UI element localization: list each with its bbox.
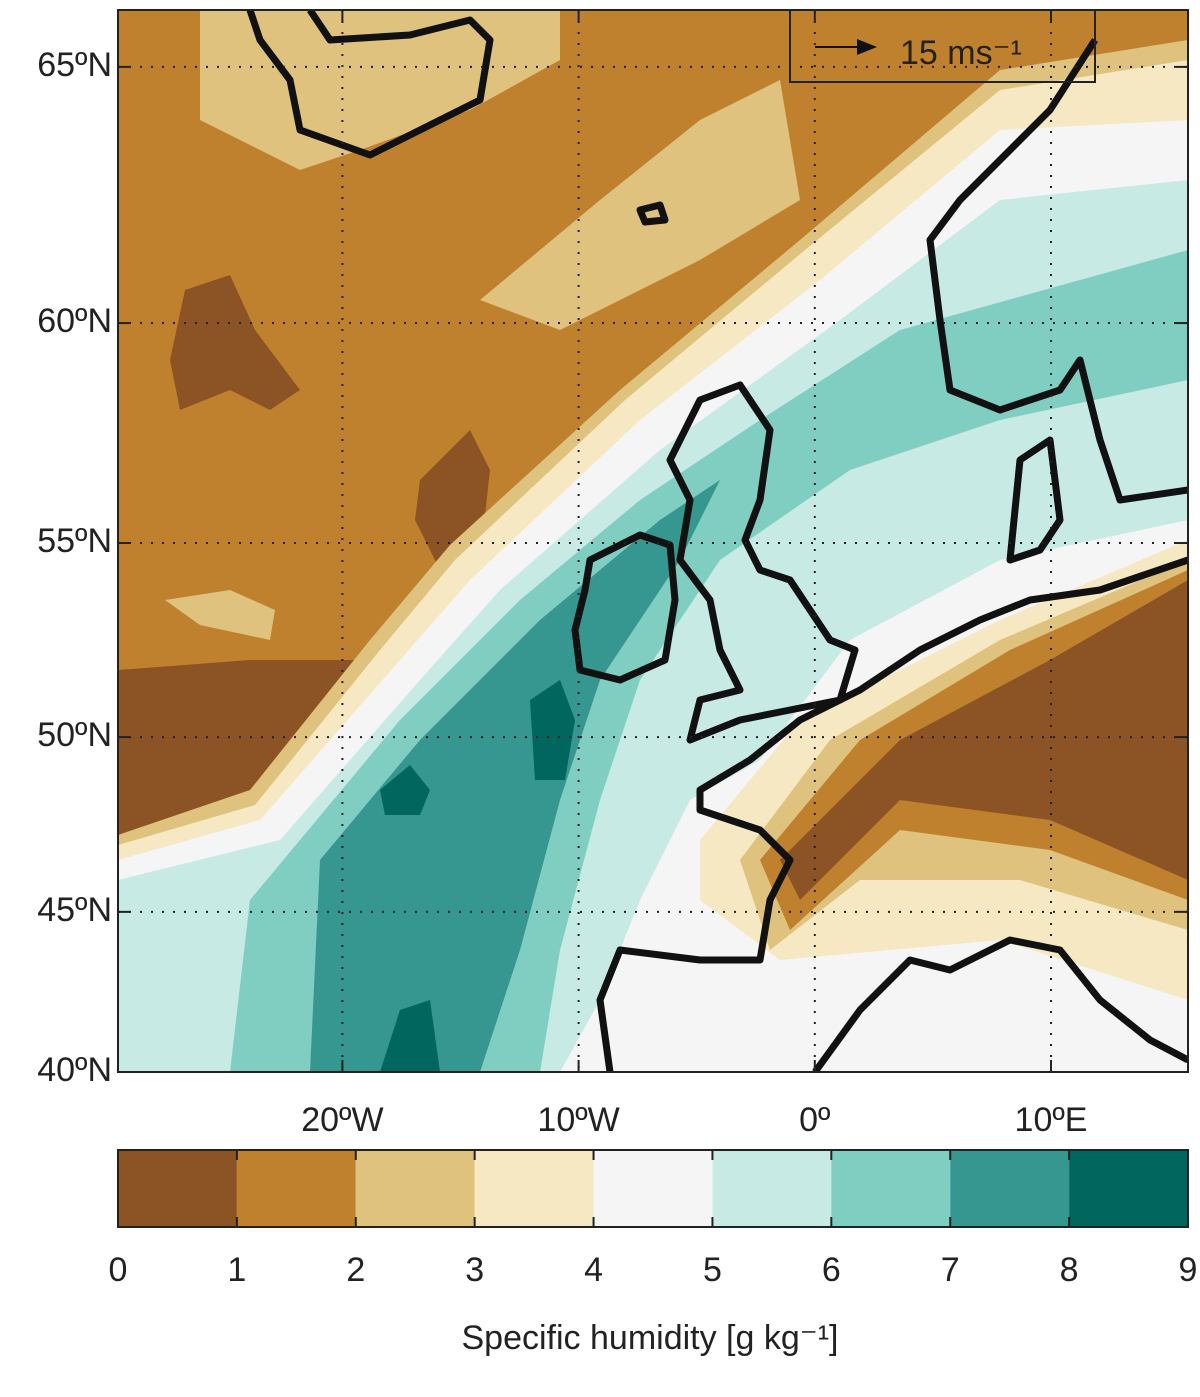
colorbar-tick-label: 4 bbox=[584, 1251, 603, 1289]
y-tick-label: 45ºN bbox=[37, 891, 112, 929]
color-band bbox=[712, 1150, 832, 1227]
color-band bbox=[593, 1150, 713, 1227]
y-tick-label: 65ºN bbox=[37, 46, 112, 84]
color-band bbox=[831, 1150, 951, 1227]
color-band bbox=[474, 1150, 594, 1227]
colorbar-tick-label: 6 bbox=[822, 1251, 841, 1289]
x-tick-label: 20ºW bbox=[301, 1101, 383, 1139]
colorbar-tick-label: 1 bbox=[227, 1251, 246, 1289]
y-tick-label: 50ºN bbox=[37, 716, 112, 754]
colorbar-tick-label: 8 bbox=[1060, 1251, 1079, 1289]
coastlines bbox=[246, 10, 1188, 1072]
x-tick-label: 10ºE bbox=[1015, 1101, 1088, 1139]
color-band bbox=[236, 1150, 356, 1227]
x-tick-label: 10ºW bbox=[537, 1101, 619, 1139]
colorbar-frame bbox=[117, 1149, 1189, 1228]
color-band bbox=[118, 1150, 237, 1227]
humidity-field bbox=[118, 10, 1188, 1072]
y-tick-label: 55ºN bbox=[37, 522, 112, 560]
x-tick-label: 0º bbox=[799, 1101, 830, 1139]
colorbar-tick-label: 5 bbox=[703, 1251, 722, 1289]
y-tick-label: 40ºN bbox=[37, 1051, 112, 1089]
colorbar-tick-label: 0 bbox=[109, 1251, 128, 1289]
colorbar-label: Specific humidity [g kg⁻¹] bbox=[462, 1319, 839, 1357]
map-frame bbox=[117, 9, 1189, 1073]
reference-box bbox=[789, 9, 1096, 83]
color-band bbox=[950, 1150, 1070, 1227]
color-band bbox=[355, 1150, 475, 1227]
reference-label: 15 ms⁻¹ bbox=[900, 34, 1022, 72]
colorbar-tick-label: 3 bbox=[465, 1251, 484, 1289]
colorbar-tick-label: 9 bbox=[1179, 1251, 1198, 1289]
color-band bbox=[1069, 1150, 1188, 1227]
y-tick-label: 60ºN bbox=[37, 302, 112, 340]
colorbar-tick-label: 7 bbox=[941, 1251, 960, 1289]
colorbar-tick-label: 2 bbox=[346, 1251, 365, 1289]
